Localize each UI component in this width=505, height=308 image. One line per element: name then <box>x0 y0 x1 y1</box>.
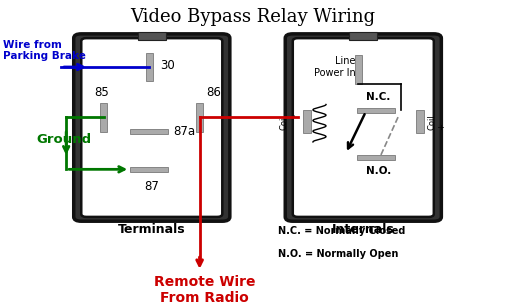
FancyBboxPatch shape <box>81 38 222 217</box>
Bar <box>416 110 424 133</box>
Text: Coil
+: Coil + <box>427 114 446 130</box>
Text: N.O. = Normally Open: N.O. = Normally Open <box>278 249 398 259</box>
Bar <box>303 110 311 133</box>
Text: Ground: Ground <box>36 133 91 146</box>
Text: N.C. = Normally Closed: N.C. = Normally Closed <box>278 225 405 236</box>
Text: Video Bypass Relay Wiring: Video Bypass Relay Wiring <box>130 8 375 26</box>
Text: Wire from
Parking Brake: Wire from Parking Brake <box>3 40 86 61</box>
Text: N.C.: N.C. <box>366 91 390 102</box>
Text: 30: 30 <box>161 59 175 72</box>
Text: Terminals: Terminals <box>118 223 186 236</box>
Text: N.O.: N.O. <box>366 166 391 176</box>
Bar <box>138 31 166 40</box>
Bar <box>100 103 108 132</box>
FancyBboxPatch shape <box>293 38 434 217</box>
FancyBboxPatch shape <box>285 34 441 221</box>
Bar <box>349 31 377 40</box>
Bar <box>196 103 203 132</box>
Bar <box>130 129 168 135</box>
Text: 87a: 87a <box>173 125 195 138</box>
Text: Line
Power In: Line Power In <box>314 56 356 78</box>
Text: Internals: Internals <box>332 223 395 236</box>
Text: 87: 87 <box>144 180 159 193</box>
Text: 86: 86 <box>206 86 221 99</box>
Bar <box>357 155 395 160</box>
Bar <box>130 167 168 172</box>
Text: Remote Wire
From Radio: Remote Wire From Radio <box>154 274 256 305</box>
Text: Coil
-: Coil - <box>280 114 299 130</box>
Bar <box>357 107 395 113</box>
Text: 85: 85 <box>94 86 109 99</box>
Bar <box>355 55 362 84</box>
Bar <box>146 53 153 81</box>
FancyBboxPatch shape <box>74 34 230 221</box>
